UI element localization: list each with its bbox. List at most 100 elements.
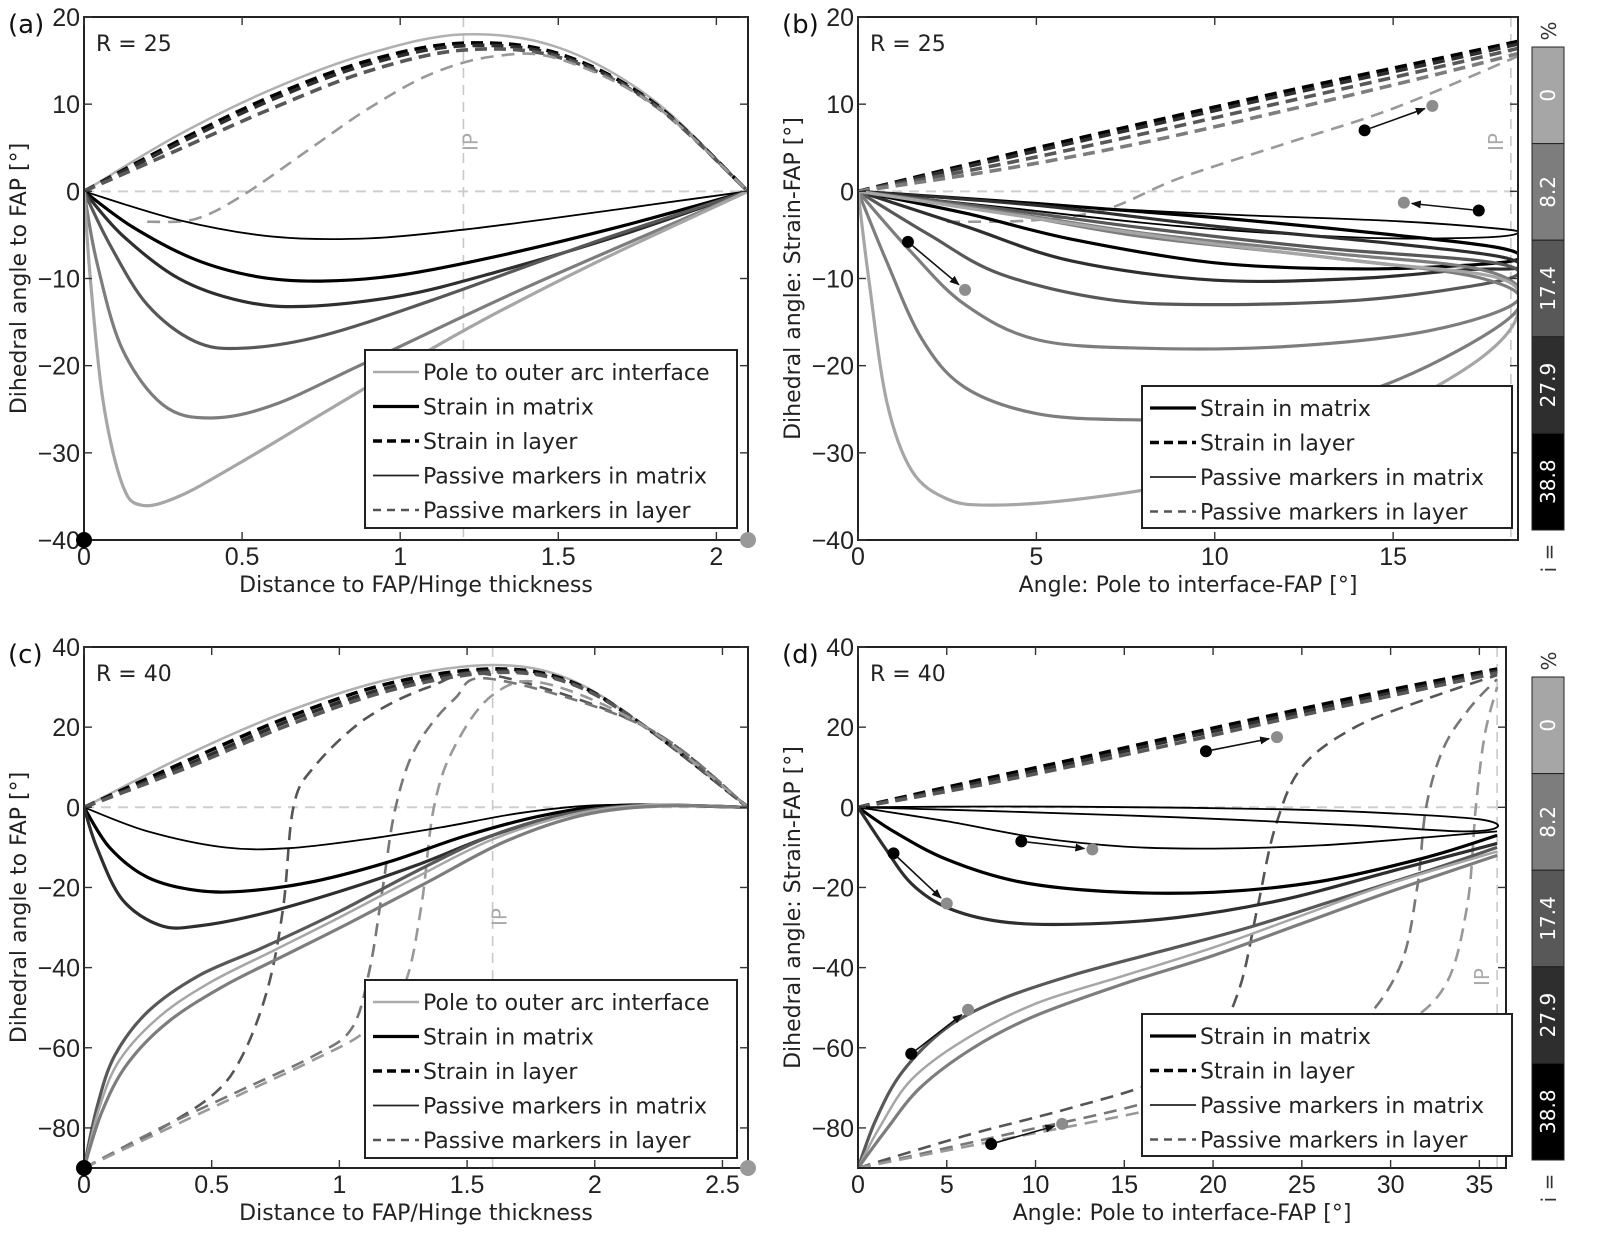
x-axis-title: Angle: Pole to interface-FAP [°] — [1013, 1201, 1352, 1226]
colorbar-value: 27.9 — [1536, 993, 1560, 1038]
x-tick-label: 1 — [332, 1171, 346, 1199]
axes-frame — [83, 646, 749, 1169]
x-tick-label: 2 — [588, 1171, 602, 1199]
x-tick-label: 10 — [1201, 543, 1229, 571]
series-line-pole — [84, 32, 748, 193]
direction-arrow — [1410, 200, 1473, 211]
x-tick-label: 0.5 — [194, 1171, 229, 1199]
legend-label: Strain in layer — [423, 430, 578, 455]
legend-label: Passive markers in matrix — [423, 1095, 707, 1120]
x-tick-label: 1 — [393, 543, 407, 571]
end-point-marker — [1056, 1117, 1069, 1130]
endpoint-marker — [740, 1160, 756, 1176]
colorbar-value: 38.8 — [1536, 1089, 1560, 1134]
x-tick-label: 5 — [940, 1171, 954, 1199]
x-tick-label: 1.5 — [450, 1171, 485, 1199]
series-line-strain-matrix — [84, 189, 748, 283]
series-group — [84, 663, 748, 1168]
series-line-passive-layer — [84, 671, 748, 1168]
y-tick-label: −30 — [812, 440, 854, 468]
y-tick-label: −60 — [812, 1035, 854, 1063]
ip-label: IP — [488, 908, 512, 926]
end-point-marker — [940, 897, 953, 910]
x-tick-label: 0 — [77, 1171, 91, 1199]
legend-label: Pole to outer arc interface — [423, 361, 710, 386]
r-annotation: R = 25 — [870, 32, 946, 57]
series-line-passive-layer — [147, 52, 748, 224]
x-tick-label: 5 — [1029, 543, 1043, 571]
colorbar-footer: i = — [1537, 1174, 1561, 1203]
series-line-passive-matrix — [84, 803, 748, 851]
direction-arrow — [1369, 107, 1426, 130]
legend-label: Passive markers in layer — [1200, 1129, 1468, 1154]
y-tick-label: 0 — [840, 794, 854, 822]
series-line-strain-matrix — [858, 189, 1518, 271]
y-tick-label: 40 — [52, 634, 80, 662]
panel-b: IP 0 5 10 15 −40 −30 −20 −10 0 10 20 Angle: Pole to … — [781, 4, 1519, 598]
legend-label: Strain in matrix — [1200, 1025, 1371, 1050]
legend-label: Strain in matrix — [1200, 397, 1371, 422]
y-tick-label: −40 — [38, 955, 80, 983]
y-tick-label: −20 — [38, 874, 80, 902]
colorbar-value: 8.2 — [1536, 176, 1560, 208]
legend-label: Passive markers in matrix — [423, 465, 707, 490]
series-line-strain-layer — [84, 47, 748, 193]
direction-arrow — [1027, 841, 1086, 852]
series-group — [858, 667, 1499, 1168]
legend-label: Strain in layer — [1200, 1060, 1355, 1085]
y-axis-title: Dihedral angle: Strain-FAP [°] — [781, 746, 806, 1069]
series-line-pole — [84, 663, 748, 809]
series-line-strain-layer — [858, 46, 1518, 194]
direction-arrow — [915, 1013, 963, 1051]
r-annotation: R = 25 — [96, 32, 172, 57]
series-line-strain-matrix — [84, 803, 748, 1168]
y-tick-label: 10 — [52, 91, 80, 119]
ip-label: IP — [458, 133, 482, 151]
x-axis-title: Distance to FAP/Hinge thickness — [239, 1201, 593, 1226]
legend-label: Strain in matrix — [423, 396, 594, 421]
y-tick-label: −20 — [812, 874, 854, 902]
colorbar-segment — [1531, 773, 1565, 871]
series-line-strain-layer — [858, 667, 1498, 810]
panel-a: IP 0 0.5 1 1.5 2 −40 −30 −20 −10 0 10 20 Distance to … — [7, 4, 756, 598]
series-line-strain-matrix — [84, 189, 748, 309]
start-point-marker — [905, 1047, 918, 1060]
series-group — [858, 39, 1518, 507]
start-point-marker — [1358, 124, 1371, 137]
start-point-marker — [1472, 204, 1485, 217]
legend-label: Passive markers in layer — [423, 1129, 691, 1154]
panel-label: (b) — [782, 10, 819, 40]
colorbar-2: 0 8.2 17.4 27.9 38.8% i = — [1531, 651, 1565, 1203]
r-annotation: R = 40 — [96, 662, 172, 687]
colorbar-1: 0 8.2 17.4 27.9 38.8% i = — [1531, 21, 1565, 572]
y-tick-label: −80 — [38, 1115, 80, 1143]
panel-label: (d) — [782, 640, 819, 670]
colorbar-segment — [1531, 869, 1565, 968]
series-line-strain-layer — [84, 41, 748, 193]
x-tick-label: 1.5 — [541, 543, 576, 571]
series-line-strain-layer — [84, 670, 748, 809]
x-tick-label: 10 — [1022, 1171, 1050, 1199]
series-line-strain-matrix — [858, 189, 1518, 307]
start-point-marker — [985, 1137, 998, 1150]
y-tick-label: 20 — [52, 4, 80, 32]
legend-label: Passive markers in layer — [1200, 501, 1468, 526]
colorbar-value: 17.4 — [1536, 896, 1560, 941]
y-tick-label: −40 — [38, 527, 80, 555]
end-point-marker — [962, 1003, 975, 1016]
legend-label: Passive markers in layer — [423, 499, 691, 524]
start-point-marker — [901, 235, 914, 248]
legend-box — [1141, 1013, 1513, 1157]
series-line-passive-matrix — [858, 805, 1499, 833]
x-tick-label: 0 — [851, 1171, 865, 1199]
start-point-marker — [887, 847, 900, 860]
colorbar-value: 0 — [1536, 719, 1560, 732]
legend-box — [364, 979, 738, 1159]
legend-box — [1141, 385, 1513, 529]
series-line-strain-layer — [84, 669, 748, 809]
series-line-strain-matrix — [84, 804, 748, 1168]
series-line-strain-layer — [858, 671, 1498, 810]
panel-d: IP 0 5 10 15 20 25 30 35 −80 −60 −40 −20 0 20 40 Angle: … — [781, 634, 1513, 1226]
colorbar-value: 17.4 — [1536, 266, 1560, 311]
